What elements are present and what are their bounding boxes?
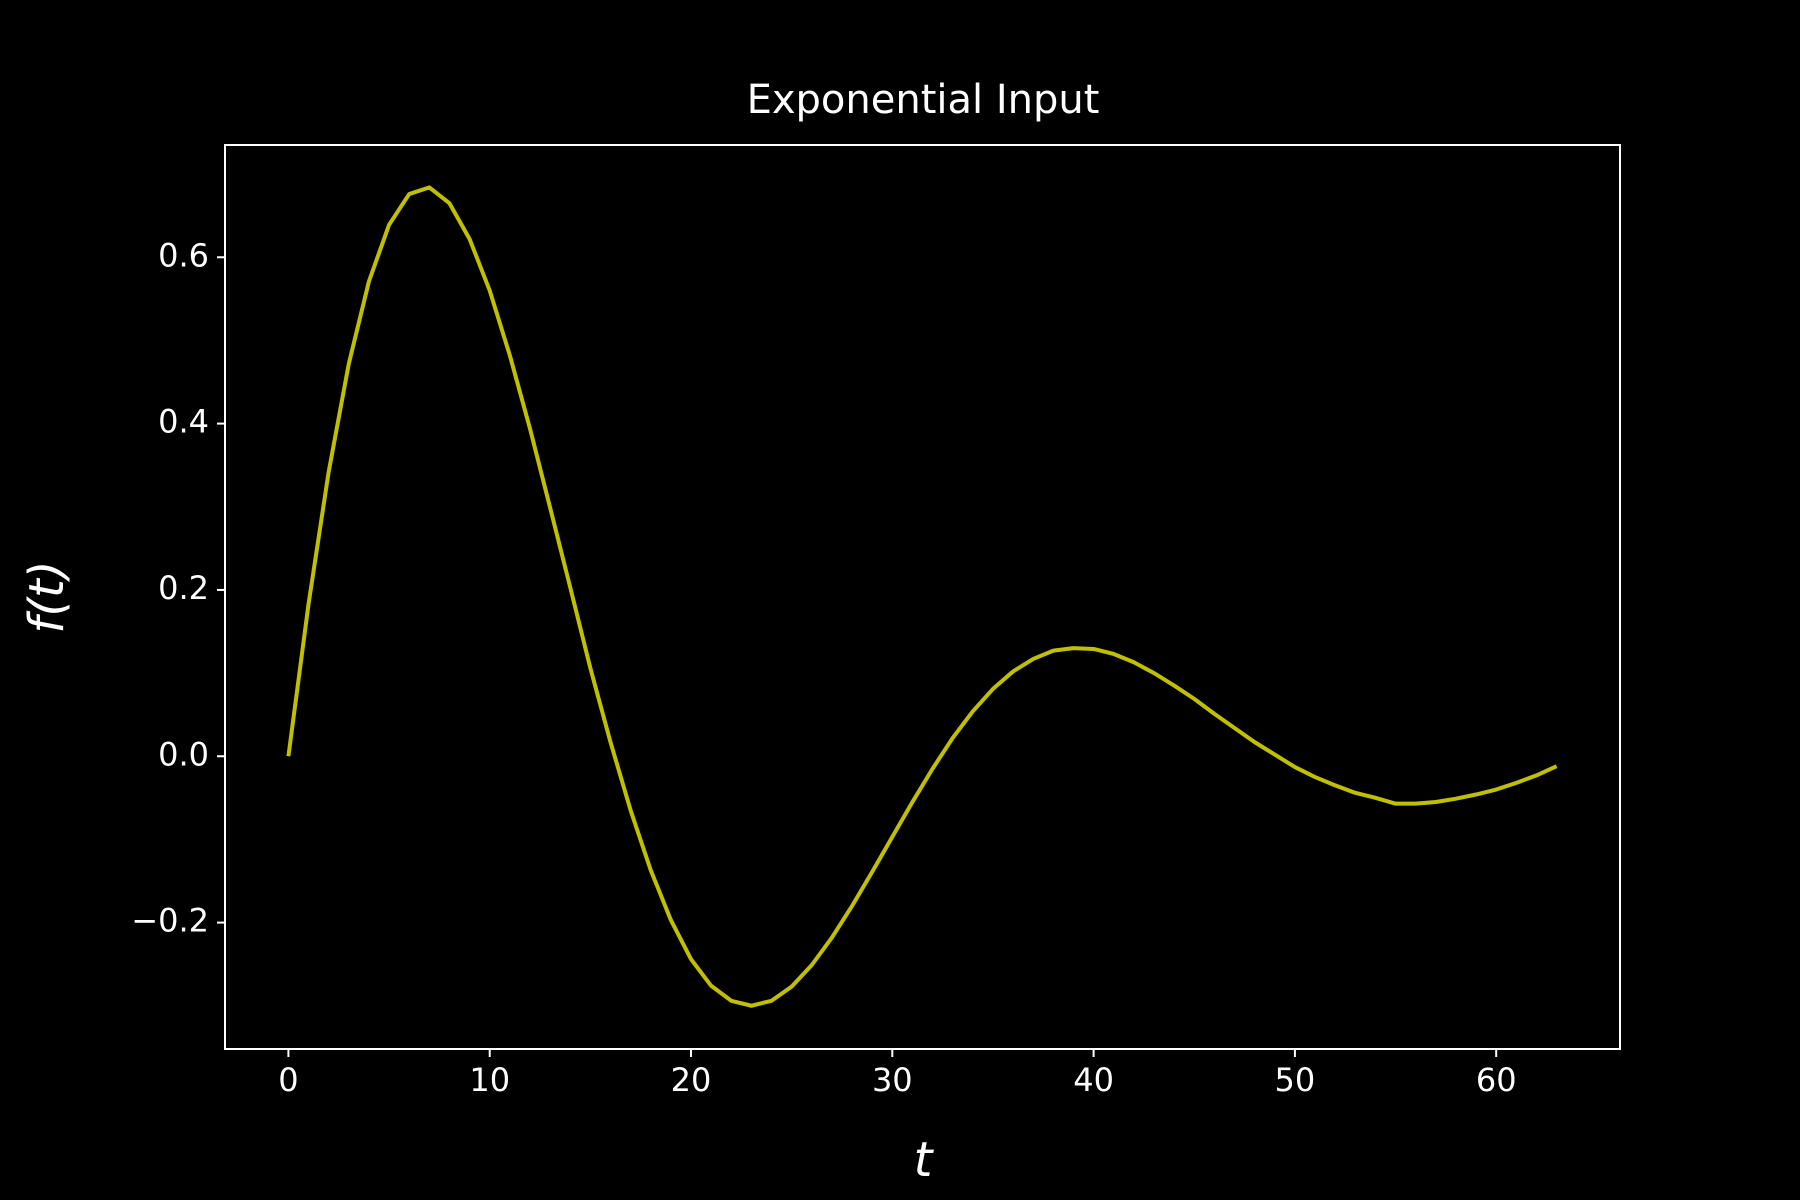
y-tick-label: 0.6 bbox=[158, 236, 209, 274]
x-tick-label: 60 bbox=[1476, 1061, 1517, 1099]
x-tick-label: 20 bbox=[671, 1061, 712, 1099]
y-tick-label: 0.4 bbox=[158, 403, 209, 441]
y-tick-label: 0.0 bbox=[158, 735, 209, 773]
x-tick-label: 40 bbox=[1073, 1061, 1114, 1099]
x-tick-label: 50 bbox=[1275, 1061, 1316, 1099]
plot-frame bbox=[224, 144, 1621, 1050]
x-tick-label: 10 bbox=[469, 1061, 510, 1099]
y-axis-label: f(t) bbox=[19, 560, 75, 633]
y-tick-label: −0.2 bbox=[131, 902, 209, 940]
x-tick-label: 30 bbox=[872, 1061, 913, 1099]
chart-title: Exponential Input bbox=[747, 77, 1100, 123]
x-tick-label: 0 bbox=[278, 1061, 298, 1099]
line-series bbox=[286, 185, 1558, 1008]
y-tick-label: 0.2 bbox=[158, 569, 209, 607]
x-axis-label: t bbox=[914, 1132, 935, 1188]
